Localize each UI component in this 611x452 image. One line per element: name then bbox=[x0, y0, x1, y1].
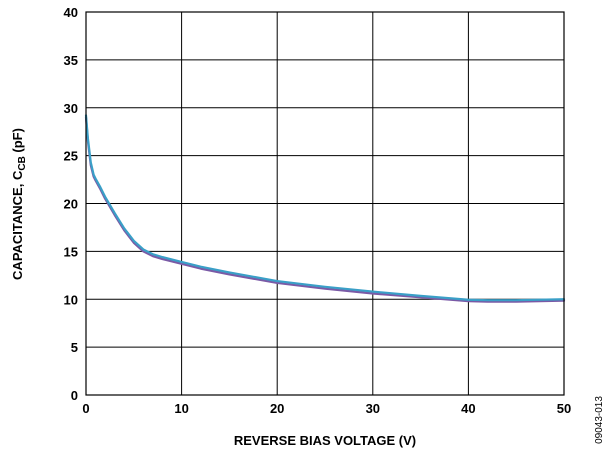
plot-frame bbox=[85, 11, 565, 396]
x-tick-label: 10 bbox=[174, 401, 188, 416]
grid bbox=[85, 11, 565, 396]
y-axis-title-prefix: CAPACITANCE, C bbox=[10, 170, 25, 280]
series-layer bbox=[84, 114, 566, 303]
x-tick-label: 40 bbox=[461, 401, 475, 416]
y-tick-label: 5 bbox=[71, 340, 78, 355]
y-axis-title: CAPACITANCE, CCB (pF) bbox=[10, 128, 28, 280]
y-axis-title-subscript: CB bbox=[17, 156, 28, 170]
y-tick-label: 40 bbox=[64, 5, 78, 20]
x-tick-label: 20 bbox=[270, 401, 284, 416]
y-tick-label: 0 bbox=[71, 388, 78, 403]
x-tick-label: 30 bbox=[366, 401, 380, 416]
y-axis-title-suffix: (pF) bbox=[10, 128, 25, 156]
y-tick-label: 35 bbox=[64, 53, 78, 68]
x-axis-title: REVERSE BIAS VOLTAGE (V) bbox=[234, 433, 416, 448]
y-tick-label: 10 bbox=[64, 292, 78, 307]
y-tick-label: 20 bbox=[64, 197, 78, 212]
series-line-2 bbox=[84, 114, 566, 302]
figure-id: 09043-013 bbox=[594, 396, 605, 444]
series-line-1 bbox=[84, 116, 566, 303]
y-tick-label: 30 bbox=[64, 101, 78, 116]
x-tick-label: 0 bbox=[82, 401, 89, 416]
x-tick-label: 50 bbox=[557, 401, 571, 416]
x-tick-labels: 0 10 20 30 40 50 bbox=[82, 401, 571, 416]
y-tick-labels: 0 5 10 15 20 25 30 35 40 bbox=[64, 5, 78, 403]
y-tick-label: 15 bbox=[64, 244, 78, 259]
y-tick-label: 25 bbox=[64, 149, 78, 164]
